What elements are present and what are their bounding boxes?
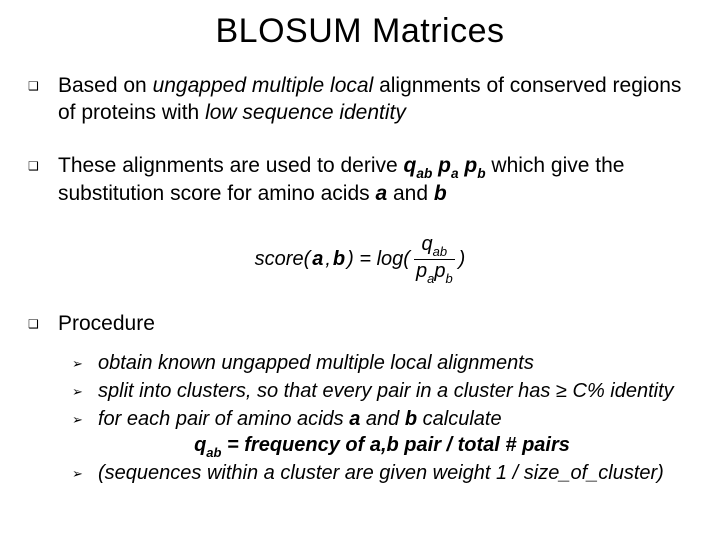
bullet-marker: ❑ bbox=[28, 79, 40, 93]
bullet-1-text: Based on ungapped multiple local alignme… bbox=[58, 73, 692, 127]
qab-definition: qab = frequency of a,b pair / total # pa… bbox=[72, 434, 692, 459]
bullet-2: ❑ These alignments are used to derive qa… bbox=[28, 153, 692, 209]
sub-marker: ➢ bbox=[72, 356, 84, 372]
sub-1: ➢ obtain known ungapped multiple local a… bbox=[72, 351, 692, 377]
f-rparen: ) bbox=[459, 248, 466, 271]
bullet-2-text: These alignments are used to derive qab … bbox=[58, 153, 692, 209]
b2-and: and bbox=[387, 182, 434, 205]
f-top-q: q bbox=[422, 233, 433, 255]
sub-2-text: split into clusters, so that every pair … bbox=[98, 379, 674, 405]
b2-a: a bbox=[451, 166, 459, 181]
sub-3-text: for each pair of amino acids a and b cal… bbox=[98, 407, 502, 433]
bullet-3: ❑ Procedure bbox=[28, 311, 692, 338]
b1-i2: low sequence identity bbox=[205, 101, 406, 124]
f-close: ) = log( bbox=[347, 248, 410, 271]
sub-marker: ➢ bbox=[72, 384, 84, 400]
f-a: a bbox=[312, 248, 323, 271]
b2-abold: a bbox=[375, 182, 387, 205]
sub-marker: ➢ bbox=[72, 466, 84, 482]
f-bot-p1: p bbox=[416, 260, 427, 282]
sub-1-text: obtain known ungapped multiple local ali… bbox=[98, 351, 534, 377]
b1-pre: Based on bbox=[58, 74, 153, 97]
b2-b: b bbox=[477, 166, 485, 181]
b2-p2: p bbox=[464, 154, 477, 177]
b2-bbold: b bbox=[434, 182, 447, 205]
s3-b: b bbox=[405, 408, 417, 430]
b1-i1: ungapped multiple local bbox=[153, 74, 374, 97]
bullet-marker: ❑ bbox=[28, 159, 40, 173]
b2-ab: ab bbox=[416, 166, 432, 181]
sub-marker: ➢ bbox=[72, 412, 84, 428]
score-formula: score(a, b) = log( qab papb ) bbox=[28, 234, 692, 284]
sub-4-text: (sequences within a cluster are given we… bbox=[98, 461, 664, 487]
f-bot-a: a bbox=[427, 271, 434, 286]
c-ab: ab bbox=[206, 445, 221, 460]
f-bot-p2: p bbox=[434, 260, 445, 282]
sub-3: ➢ for each pair of amino acids a and b c… bbox=[72, 407, 692, 433]
s3-post: calculate bbox=[417, 408, 502, 430]
c-q: q bbox=[194, 434, 206, 456]
b2-pre: These alignments are used to derive bbox=[58, 154, 404, 177]
f-score: score( bbox=[255, 248, 311, 271]
f-comma: , bbox=[325, 248, 331, 271]
bullet-marker: ❑ bbox=[28, 317, 40, 331]
bullet-1: ❑ Based on ungapped multiple local align… bbox=[28, 73, 692, 127]
c-rest: = frequency of a,b pair / total # pairs bbox=[221, 434, 569, 456]
s3-and: and bbox=[360, 408, 404, 430]
bullet-3-text: Procedure bbox=[58, 311, 155, 338]
b2-q: q bbox=[404, 154, 417, 177]
b2-p1: p bbox=[438, 154, 451, 177]
f-b: b bbox=[333, 248, 345, 271]
sub-4: ➢ (sequences within a cluster are given … bbox=[72, 461, 692, 487]
s3-a: a bbox=[349, 408, 360, 430]
s3-pre: for each pair of amino acids bbox=[98, 408, 349, 430]
f-top-ab: ab bbox=[433, 244, 447, 259]
fraction: qab papb bbox=[414, 234, 455, 284]
f-bot-b: b bbox=[445, 271, 452, 286]
slide-title: BLOSUM Matrices bbox=[28, 12, 692, 51]
procedure-list: ➢ obtain known ungapped multiple local a… bbox=[72, 351, 692, 486]
sub-2: ➢ split into clusters, so that every pai… bbox=[72, 379, 692, 405]
